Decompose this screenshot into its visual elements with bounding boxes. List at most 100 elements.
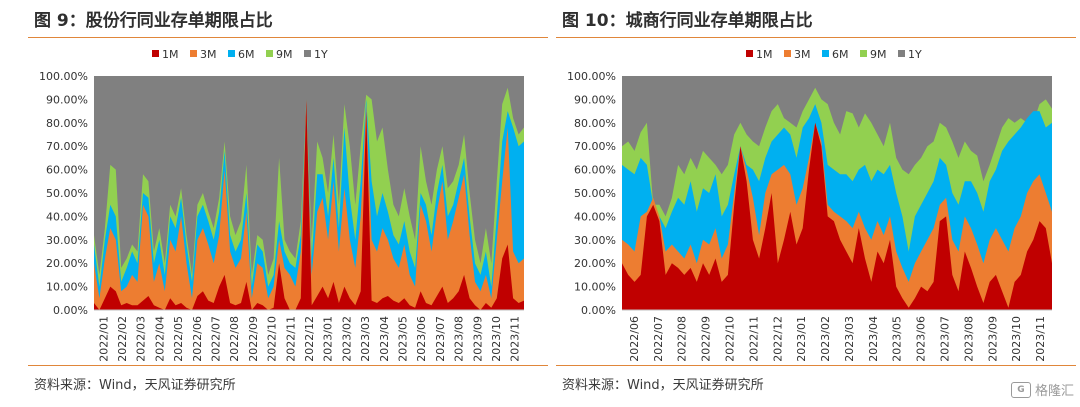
source-rule bbox=[556, 365, 1076, 366]
y-tick-label: 30.00% bbox=[46, 234, 88, 247]
x-tick-label: 2023/04 bbox=[867, 316, 880, 362]
y-tick-label: 80.00% bbox=[574, 117, 616, 130]
y-tick-label: 20.00% bbox=[46, 257, 88, 270]
legend-swatch-1m bbox=[152, 50, 159, 57]
x-tick-label: 2022/06 bbox=[628, 316, 641, 362]
legend-swatch-1y bbox=[898, 50, 905, 57]
chart-title: 图 9：股份行同业存单期限占比 bbox=[34, 11, 273, 31]
legend-label-1m: 1M bbox=[756, 48, 773, 61]
x-axis: 2022/06 2022/07 2022/08 2022/09 2022/10 2022/… bbox=[628, 316, 1047, 362]
panel-right: 图 10：城商行同业存单期限占比 1M 3M 6M 9M 1Y 0.00% 10.00% 20… bbox=[556, 0, 1076, 407]
x-tick-label: 2022/03 bbox=[135, 316, 148, 362]
x-tick-label: 2022/12 bbox=[771, 316, 784, 362]
y-tick-label: 0.00% bbox=[581, 304, 616, 317]
x-tick-label: 2022/02 bbox=[116, 316, 129, 362]
x-tick-label: 2022/07 bbox=[210, 316, 223, 362]
y-tick-label: 0.00% bbox=[53, 304, 88, 317]
x-tick-label: 2023/11 bbox=[509, 316, 522, 362]
x-tick-label: 2022/04 bbox=[153, 316, 166, 362]
x-tick-label: 2022/08 bbox=[676, 316, 689, 362]
legend-label-1y: 1Y bbox=[908, 48, 922, 61]
x-tick-label: 2023/02 bbox=[819, 316, 832, 362]
x-tick-label: 2023/10 bbox=[490, 316, 503, 362]
y-tick-label: 60.00% bbox=[46, 164, 88, 177]
legend-label-1m: 1M bbox=[162, 48, 179, 61]
x-tick-label: 2023/09 bbox=[471, 316, 484, 362]
legend-swatch-1y bbox=[304, 50, 311, 57]
y-tick-label: 10.00% bbox=[574, 281, 616, 294]
legend-label-6m: 6M bbox=[238, 48, 255, 61]
legend-swatch-9m bbox=[266, 50, 273, 57]
y-tick-label: 70.00% bbox=[574, 140, 616, 153]
x-tick-label: 2023/08 bbox=[962, 316, 975, 362]
area-1m bbox=[622, 122, 1052, 310]
y-tick-label: 20.00% bbox=[574, 257, 616, 270]
x-tick-label: 2022/11 bbox=[747, 316, 760, 362]
source-note: 资料来源：Wind，天风证券研究所 bbox=[562, 378, 764, 393]
panel-left: 图 9：股份行同业存单期限占比 1M 3M 6M 9M 1Y 0.00% 10.00% 20.… bbox=[28, 0, 548, 407]
x-tick-label: 2023/05 bbox=[396, 316, 409, 362]
y-tick-label: 40.00% bbox=[574, 210, 616, 223]
watermark: G 格隆汇 bbox=[1010, 380, 1074, 399]
x-tick-label: 2022/09 bbox=[247, 316, 260, 362]
legend-swatch-6m bbox=[822, 50, 829, 57]
y-axis: 0.00% 10.00% 20.00% 30.00% 40.00% 50.00% 60.00… bbox=[39, 70, 88, 317]
x-tick-label: 2022/06 bbox=[191, 316, 204, 362]
x-tick-label: 2023/03 bbox=[843, 316, 856, 362]
x-tick-label: 2023/10 bbox=[1010, 316, 1023, 362]
x-tick-label: 2022/05 bbox=[172, 316, 185, 362]
y-tick-label: 70.00% bbox=[46, 140, 88, 153]
legend: 1M 3M 6M 9M 1Y bbox=[152, 48, 328, 61]
x-tick-label: 2023/07 bbox=[434, 316, 447, 362]
area-1m bbox=[94, 99, 524, 311]
watermark-logo-icon: G bbox=[1010, 381, 1031, 398]
y-tick-label: 50.00% bbox=[46, 187, 88, 200]
legend-swatch-1m bbox=[746, 50, 753, 57]
legend-swatch-3m bbox=[190, 50, 197, 57]
y-tick-label: 40.00% bbox=[46, 210, 88, 223]
y-tick-label: 30.00% bbox=[574, 234, 616, 247]
x-tick-label: 2023/11 bbox=[1034, 316, 1047, 362]
x-tick-label: 2022/10 bbox=[266, 316, 279, 362]
legend-label-3m: 3M bbox=[794, 48, 811, 61]
source-note: 资料来源：Wind，天风证券研究所 bbox=[34, 378, 236, 393]
y-tick-label: 50.00% bbox=[574, 187, 616, 200]
x-tick-label: 2023/05 bbox=[891, 316, 904, 362]
x-tick-label: 2022/11 bbox=[284, 316, 297, 362]
x-tick-label: 2022/08 bbox=[228, 316, 241, 362]
x-tick-label: 2022/09 bbox=[700, 316, 713, 362]
legend-label-6m: 6M bbox=[832, 48, 849, 61]
legend-swatch-9m bbox=[860, 50, 867, 57]
x-tick-label: 2022/12 bbox=[303, 316, 316, 362]
x-tick-label: 2023/08 bbox=[453, 316, 466, 362]
legend: 1M 3M 6M 9M 1Y bbox=[746, 48, 922, 61]
legend-label-3m: 3M bbox=[200, 48, 217, 61]
y-tick-label: 10.00% bbox=[46, 281, 88, 294]
x-tick-label: 2023/06 bbox=[415, 316, 428, 362]
legend-swatch-6m bbox=[228, 50, 235, 57]
chart-title: 图 10：城商行同业存单期限占比 bbox=[562, 11, 813, 31]
y-tick-label: 100.00% bbox=[39, 70, 88, 83]
y-tick-label: 80.00% bbox=[46, 117, 88, 130]
x-axis: 2022/01 2022/02 2022/03 2022/04 2022/05 2022/… bbox=[97, 316, 521, 362]
x-tick-label: 2023/01 bbox=[322, 316, 335, 362]
title-rule bbox=[556, 37, 1076, 38]
y-axis: 0.00% 10.00% 20.00% 30.00% 40.00% 50.00% 60.00… bbox=[567, 70, 616, 317]
title-rule bbox=[28, 37, 548, 38]
x-tick-label: 2023/07 bbox=[939, 316, 952, 362]
legend-label-9m: 9M bbox=[870, 48, 887, 61]
x-tick-label: 2023/04 bbox=[378, 316, 391, 362]
x-tick-label: 2022/01 bbox=[97, 316, 110, 362]
source-rule bbox=[28, 365, 548, 366]
x-tick-label: 2023/09 bbox=[986, 316, 999, 362]
y-tick-label: 60.00% bbox=[574, 164, 616, 177]
stacked-area-chart-city-commercial-banks: 1M 3M 6M 9M 1Y 0.00% 10.00% 20.00% 30.00% 40.00% 5… bbox=[567, 48, 1052, 362]
y-tick-label: 90.00% bbox=[574, 93, 616, 106]
stacked-area-chart-joint-stock-banks: 1M 3M 6M 9M 1Y 0.00% 10.00% 20.00% 30.00% 40.00% 5… bbox=[39, 48, 524, 362]
legend-label-1y: 1Y bbox=[314, 48, 328, 61]
x-tick-label: 2022/07 bbox=[652, 316, 665, 362]
x-tick-label: 2022/10 bbox=[724, 316, 737, 362]
x-tick-label: 2023/03 bbox=[359, 316, 372, 362]
y-tick-label: 100.00% bbox=[567, 70, 616, 83]
y-tick-label: 90.00% bbox=[46, 93, 88, 106]
